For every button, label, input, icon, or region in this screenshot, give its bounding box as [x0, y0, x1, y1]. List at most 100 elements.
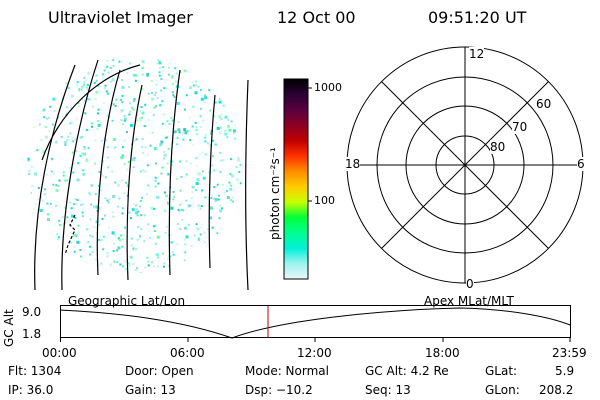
uv-speckle: [229, 187, 233, 191]
uv-speckle: [143, 240, 146, 243]
uv-speckle: [238, 194, 241, 197]
uv-speckle: [132, 158, 135, 162]
uv-speckle: [227, 73, 229, 76]
uv-speckle: [89, 218, 92, 220]
gain-value: Gain: 13: [125, 383, 176, 397]
uv-speckle: [136, 238, 139, 241]
uv-speckle: [197, 204, 201, 208]
uv-speckle: [177, 222, 180, 225]
uv-speckle: [221, 83, 224, 86]
uv-speckle: [218, 217, 221, 220]
uv-speckle: [118, 180, 121, 183]
uv-speckle: [142, 151, 145, 154]
uv-speckle: [219, 151, 221, 154]
uv-speckle: [204, 140, 207, 143]
uv-speckle: [99, 239, 102, 242]
longitude-line: [245, 79, 249, 290]
uv-speckle: [177, 208, 180, 211]
uv-speckle: [50, 267, 53, 270]
uv-speckle: [143, 214, 146, 216]
uv-speckle: [141, 145, 144, 148]
uv-speckle: [158, 61, 162, 65]
uv-speckle: [77, 162, 80, 165]
uv-speckle: [206, 264, 209, 268]
uv-speckle: [128, 211, 131, 214]
uv-speckle: [58, 179, 61, 182]
uv-speckle: [229, 199, 232, 202]
uv-speckle: [47, 85, 51, 89]
uv-speckle: [80, 203, 83, 206]
uv-speckle: [114, 234, 117, 237]
uv-speckle: [228, 181, 231, 184]
uv-speckle: [201, 189, 204, 192]
geographic-grid: [34, 59, 249, 290]
uv-speckle: [128, 113, 131, 116]
uv-speckle: [121, 85, 125, 89]
uv-speckle: [29, 264, 33, 268]
glat-label: GLat:: [485, 364, 518, 378]
uv-speckle: [164, 191, 166, 194]
uv-speckle: [122, 238, 125, 241]
uv-speckle: [222, 159, 225, 162]
uv-speckle: [239, 227, 241, 230]
uv-speckle: [127, 160, 130, 163]
uv-speckle: [136, 119, 139, 122]
uv-speckle: [107, 226, 110, 229]
uv-speckle: [220, 159, 223, 162]
uv-speckle: [34, 172, 37, 176]
uv-speckle: [172, 198, 175, 201]
uv-speckle: [63, 141, 67, 144]
uv-speckle: [116, 205, 119, 208]
uv-speckle: [105, 90, 108, 93]
uv-speckle: [217, 198, 220, 201]
uv-speckle: [210, 80, 213, 83]
uv-speckle: [221, 228, 224, 231]
uv-speckle: [152, 113, 155, 116]
uv-speckle: [45, 81, 48, 84]
uv-speckle: [67, 87, 70, 90]
uv-speckle: [197, 172, 201, 176]
uv-speckle: [224, 238, 227, 241]
uv-speckle: [182, 131, 186, 135]
uv-speckle: [65, 112, 68, 115]
uv-speckle: [163, 157, 165, 160]
uv-speckle: [204, 136, 207, 139]
uv-speckle: [202, 176, 206, 180]
uv-speckle: [228, 73, 231, 76]
uv-speckle: [216, 126, 220, 130]
uv-speckle: [209, 79, 212, 82]
uv-speckle: [30, 263, 33, 266]
uv-speckle: [177, 269, 180, 272]
uv-speckle: [162, 66, 165, 69]
uv-speckle: [39, 71, 43, 75]
uv-speckle: [106, 255, 109, 258]
uv-speckle: [81, 152, 84, 155]
uv-speckle: [135, 208, 138, 211]
uv-speckle: [42, 150, 46, 154]
altitude-timeline-plot: [60, 305, 571, 342]
uv-speckle: [215, 143, 218, 146]
uv-speckle: [77, 102, 80, 105]
uv-speckle: [64, 62, 68, 65]
uv-speckle: [232, 235, 235, 238]
uv-speckle: [173, 195, 176, 198]
uv-speckle: [127, 262, 130, 265]
uv-speckle: [121, 79, 124, 82]
uv-speckle: [130, 123, 133, 127]
uv-speckle: [195, 83, 197, 86]
uv-speckle: [236, 123, 239, 126]
uv-speckle: [236, 90, 239, 93]
uv-speckle: [56, 233, 59, 236]
uv-speckle: [114, 146, 117, 149]
uv-speckle: [121, 212, 124, 215]
uv-speckle: [133, 139, 136, 142]
uv-speckle: [67, 135, 70, 138]
uv-speckle: [145, 193, 148, 196]
uv-speckle: [181, 262, 184, 265]
uv-speckle: [181, 218, 184, 221]
uv-speckle: [171, 251, 174, 253]
uv-speckle: [232, 216, 235, 219]
uv-speckle: [39, 209, 43, 212]
uv-speckle: [224, 132, 228, 136]
uv-speckle: [83, 76, 86, 79]
